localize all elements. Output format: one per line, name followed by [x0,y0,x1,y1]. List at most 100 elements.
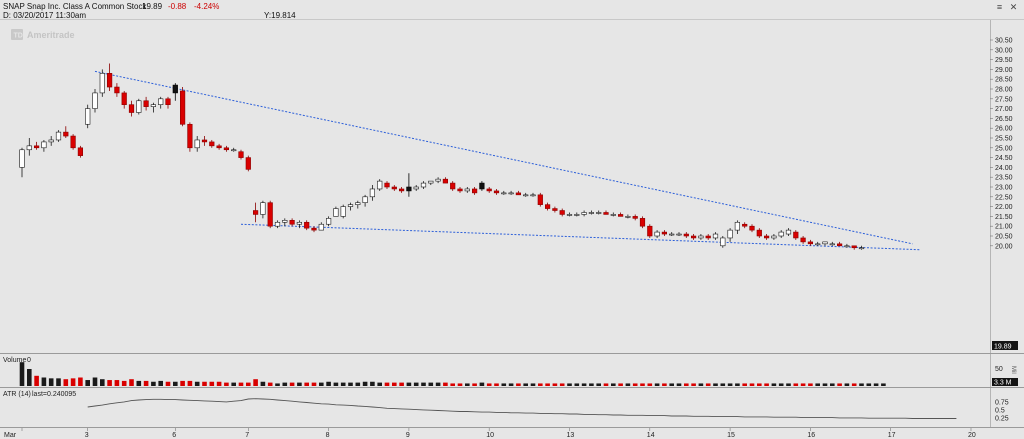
volume-bar [786,383,791,386]
candle-body [464,188,470,192]
atr-line [87,398,957,419]
volume-bar [472,383,477,386]
candle-body [742,223,748,227]
price-tick-label: 30.00 [995,47,1013,54]
time-tick-label: 8 [326,432,330,439]
candle-body [172,84,178,94]
volume-bar [793,383,799,386]
volume-bar [107,380,112,386]
volume-bar [559,383,565,386]
price-tick-label: 26.50 [995,116,1013,123]
volume-bar [552,383,558,386]
candle-body [793,231,799,239]
volume-bar [662,383,667,386]
candle-body [209,141,215,147]
volume-bar [589,383,594,386]
time-tick-label: 7 [245,432,249,439]
candle-body [99,73,105,94]
volume-bar [720,383,726,386]
volume-bar [27,369,32,386]
candle-body [377,180,383,190]
volume-bar [311,382,317,386]
candle-body [705,235,711,239]
volume-bar [370,381,375,386]
volume-bar [63,379,69,386]
candle-body [107,73,113,88]
candle-body [63,131,69,137]
volume-bar [333,382,339,386]
volume-bar [815,383,820,386]
candle-body [85,108,91,125]
volume-bar [581,383,587,386]
volume-bar [742,383,747,386]
candle-body [450,182,456,190]
candle-body [508,192,514,195]
volume-bar [574,383,580,386]
candle-body [231,149,237,152]
volume-bar [465,383,470,386]
candle-body [158,98,164,105]
candle-body [844,245,850,248]
time-axis-ticks: Mar 3 6 7 8 9 10 13 14 15 16 17 20 [4,428,976,439]
volume-bar [727,383,733,386]
volume-bar [399,382,404,386]
candle-body [406,186,412,192]
candle-body [428,180,434,184]
chart-menu-icon[interactable]: ≡ [996,2,1003,12]
volume-bar [209,381,215,386]
volume-bar [180,380,185,386]
volume-bar [764,383,769,386]
candle-body [413,186,419,190]
candle-body [318,223,324,231]
volume-bar [771,383,777,386]
candle-body [420,182,427,188]
candle-body [676,233,682,236]
candle-body [756,229,762,237]
candle-body [150,104,157,107]
volume-bar [691,383,696,386]
candle-body [625,216,631,218]
candle-body [245,157,251,170]
price-tick-label: 24.50 [995,155,1013,162]
svg-text:TD: TD [14,33,23,40]
volume-bar [545,383,550,386]
candle-body [442,178,449,184]
volume-bar [516,383,521,386]
atr-last-value: last=0.240095 [32,391,76,398]
candle-body [829,243,835,246]
volume-bar [479,382,485,386]
volume-bar [151,381,156,386]
volume-bar [603,383,609,386]
candle-body [771,235,777,239]
last-price-tag-text: 19.89 [994,343,1012,350]
volume-bar [749,383,755,386]
volume-bar [216,381,222,386]
candle-body [41,141,47,149]
candle-body [479,182,485,190]
volume-bar [246,382,251,386]
volume-bar [881,383,886,386]
volume-bar [165,381,171,386]
volume-bar [567,383,572,386]
trendlines [94,70,920,251]
volume-bar [698,383,704,386]
candle-body [362,196,368,203]
time-tick-label: 14 [647,432,655,439]
volume-bars [19,362,886,386]
volume-bar [596,383,601,386]
price-tick-label: 26.00 [995,126,1013,133]
volume-bar [501,383,507,386]
close-chart-icon[interactable]: ✕ [1009,2,1018,12]
candle-body [581,212,587,215]
symbol-title: SNAP Snap Inc. Class A Common Stock [3,2,147,11]
volume-bar [435,382,441,386]
candle-body [807,241,813,245]
price-tick-label: 22.00 [995,204,1013,211]
volume-bar [260,381,266,386]
volume-bar [319,382,324,386]
volume-bar [486,383,492,386]
volume-bar [224,382,229,386]
svg-text:Ameritrade: Ameritrade [27,30,75,40]
candle-body [610,214,616,216]
